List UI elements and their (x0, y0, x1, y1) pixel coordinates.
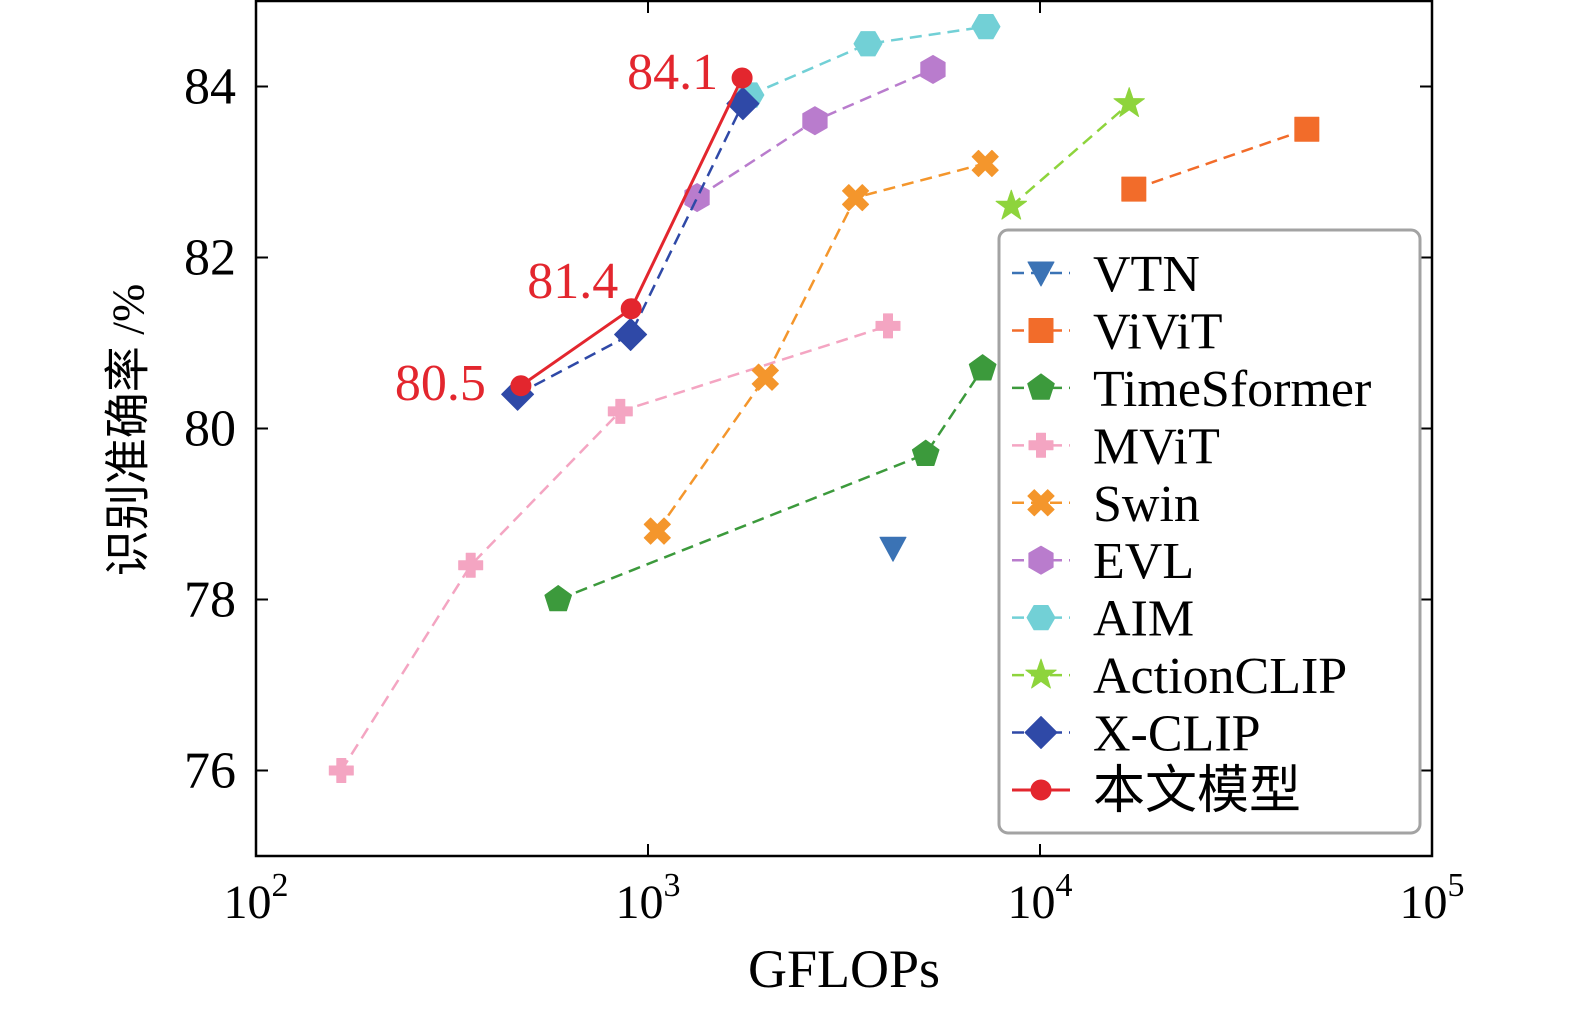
series-group (544, 354, 997, 612)
data-point-marker (614, 318, 648, 351)
series-line (749, 25, 987, 97)
legend-entry: TimeSformer (1012, 361, 1371, 418)
legend-label: X-CLIP (1093, 706, 1261, 763)
x-tick-exponent: 4 (1056, 867, 1073, 904)
legend-marker (1027, 489, 1055, 517)
x-tick-exponent: 2 (272, 867, 289, 904)
data-point-marker (510, 375, 532, 397)
legend: VTNViViTTimeSformerMViTSwinEVLAIMActionC… (997, 228, 1422, 835)
legend-entry: Swin (1012, 476, 1200, 533)
series-line (557, 367, 984, 601)
value-annotation: 81.4 (527, 253, 618, 310)
series-group (1121, 116, 1320, 202)
series-group (501, 87, 760, 411)
data-point-marker (971, 14, 1001, 40)
data-point-marker (968, 354, 997, 381)
series-line (656, 162, 986, 532)
series-group (879, 536, 907, 562)
value-annotation: 84.1 (627, 44, 718, 101)
data-point-marker (971, 149, 999, 177)
x-tick-base: 10 (224, 876, 272, 929)
x-tick-base: 10 (616, 876, 664, 929)
x-tick-label: 102 (224, 867, 289, 929)
legend-entry: ViViT (1012, 303, 1223, 360)
legend-marker (1028, 545, 1054, 575)
series-group (510, 67, 753, 397)
data-point-marker (458, 552, 484, 578)
data-point-marker (731, 67, 753, 89)
x-axis-label: GFLOPs (748, 939, 940, 999)
legend-label: ActionCLIP (1093, 648, 1347, 705)
data-point-marker (879, 536, 907, 562)
x-tick-base: 10 (1008, 876, 1056, 929)
data-point-marker (995, 189, 1027, 220)
y-axis: 76 78 80 82 84 (184, 59, 1432, 800)
data-point-marker (328, 758, 354, 783)
y-axis-label: 识别准确率 /% (103, 284, 154, 577)
data-point-marker (643, 517, 671, 545)
legend-entry: ActionCLIP (1012, 648, 1347, 705)
x-tick-label: 103 (616, 867, 681, 929)
data-point-marker (911, 439, 940, 466)
data-point-marker (544, 585, 572, 612)
legend-entry: VTN (1012, 246, 1200, 303)
legend-marker (1024, 716, 1058, 749)
data-point-marker (1294, 116, 1320, 142)
series-group (684, 54, 946, 213)
data-point-marker (875, 313, 901, 339)
series-group (735, 14, 1001, 108)
legend-entry: 本文模型 (1012, 763, 1301, 820)
data-point-marker (1121, 176, 1147, 202)
series-line (1133, 128, 1308, 191)
data-point-marker (842, 184, 870, 212)
value-annotation: 80.5 (395, 355, 486, 412)
x-tick-exponent: 3 (664, 867, 681, 904)
legend-label: TimeSformer (1093, 361, 1371, 418)
legend-marker (1027, 261, 1055, 287)
legend-label: EVL (1093, 533, 1194, 590)
series-layer (328, 14, 1320, 783)
data-point-marker (607, 398, 633, 424)
data-point-marker (1113, 87, 1145, 117)
legend-entry: EVL (1012, 533, 1194, 590)
y-tick-label: 82 (184, 230, 236, 287)
series-group (995, 87, 1145, 220)
legend-label: ViViT (1093, 303, 1223, 360)
y-tick-label: 84 (184, 59, 236, 116)
legend-marker (1028, 317, 1054, 343)
legend-label: VTN (1093, 246, 1200, 303)
x-tick-label: 105 (1400, 867, 1465, 929)
data-point-marker (802, 106, 828, 136)
x-tick-base: 10 (1400, 876, 1448, 929)
legend-marker (1025, 658, 1057, 689)
legend-marker (1030, 779, 1052, 801)
legend-marker (1028, 432, 1054, 458)
legend-label: MViT (1093, 418, 1220, 475)
x-tick-exponent: 5 (1448, 867, 1465, 904)
legend-label: 本文模型 (1093, 763, 1301, 820)
x-tick-label: 104 (1008, 867, 1073, 929)
legend-entry: AIM (1012, 591, 1194, 648)
legend-entry: MViT (1012, 418, 1220, 475)
y-tick-label: 78 (184, 572, 236, 629)
y-tick-label: 80 (184, 401, 236, 458)
legend-marker (1026, 605, 1056, 631)
y-tick-label: 76 (184, 743, 236, 800)
series-group (643, 149, 999, 545)
series-line (517, 103, 745, 396)
data-point-marker (920, 54, 946, 84)
data-point-marker (620, 298, 642, 320)
legend-frame (997, 228, 1422, 835)
legend-marker (1027, 373, 1055, 400)
legend-label: AIM (1093, 591, 1194, 648)
legend-entry: X-CLIP (1012, 706, 1261, 763)
annotations: 80.5 81.4 84.1 (395, 44, 718, 412)
data-point-marker (751, 363, 779, 391)
series-line (1010, 102, 1131, 208)
data-point-marker (684, 183, 710, 213)
legend-label: Swin (1093, 476, 1200, 533)
data-point-marker (853, 31, 883, 57)
x-axis: 102 103 104 105 (224, 1, 1465, 929)
